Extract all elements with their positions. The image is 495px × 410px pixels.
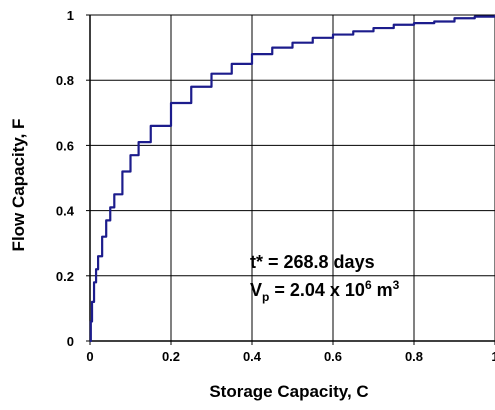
vp-prefix: V bbox=[250, 280, 262, 300]
y-tick-label-4: 0.8 bbox=[56, 73, 74, 88]
x-tick-label-5: 1 bbox=[491, 349, 495, 364]
x-tick-label-4: 0.8 bbox=[405, 349, 423, 364]
x-tick-label-2: 0.4 bbox=[243, 349, 262, 364]
vp-mid: = 2.04 x 10 bbox=[269, 280, 365, 300]
plot-area bbox=[90, 15, 495, 341]
y-tick-label-3: 0.6 bbox=[56, 138, 74, 153]
series-line-0 bbox=[89, 15, 495, 343]
vp-unit: m bbox=[372, 280, 393, 300]
vp-unit-superscript: 3 bbox=[393, 278, 400, 292]
vp-subscript: p bbox=[262, 290, 269, 304]
annotation-vp: Vp = 2.04 x 106 m3 bbox=[250, 278, 400, 304]
x-axis-title: Storage Capacity, C bbox=[209, 382, 368, 401]
annotation-tstar: t* = 268.8 days bbox=[250, 252, 375, 272]
series-group bbox=[89, 15, 495, 343]
vp-superscript: 6 bbox=[365, 278, 372, 292]
y-tick-label-0: 0 bbox=[67, 334, 74, 349]
y-tick-label-5: 1 bbox=[67, 8, 74, 23]
y-axis-title: Flow Capacity, F bbox=[9, 119, 28, 252]
axes bbox=[86, 14, 495, 345]
x-tick-label-1: 0.2 bbox=[162, 349, 180, 364]
x-tick-label-3: 0.6 bbox=[324, 349, 342, 364]
grid-lines bbox=[90, 14, 495, 341]
x-tick-labels: 0 0.2 0.4 0.6 0.8 1 bbox=[86, 349, 495, 364]
x-tick-label-0: 0 bbox=[86, 349, 93, 364]
y-tick-labels: 0 0.2 0.4 0.6 0.8 1 bbox=[56, 8, 75, 349]
y-tick-label-2: 0.4 bbox=[56, 204, 75, 219]
y-tick-label-1: 0.2 bbox=[56, 269, 74, 284]
